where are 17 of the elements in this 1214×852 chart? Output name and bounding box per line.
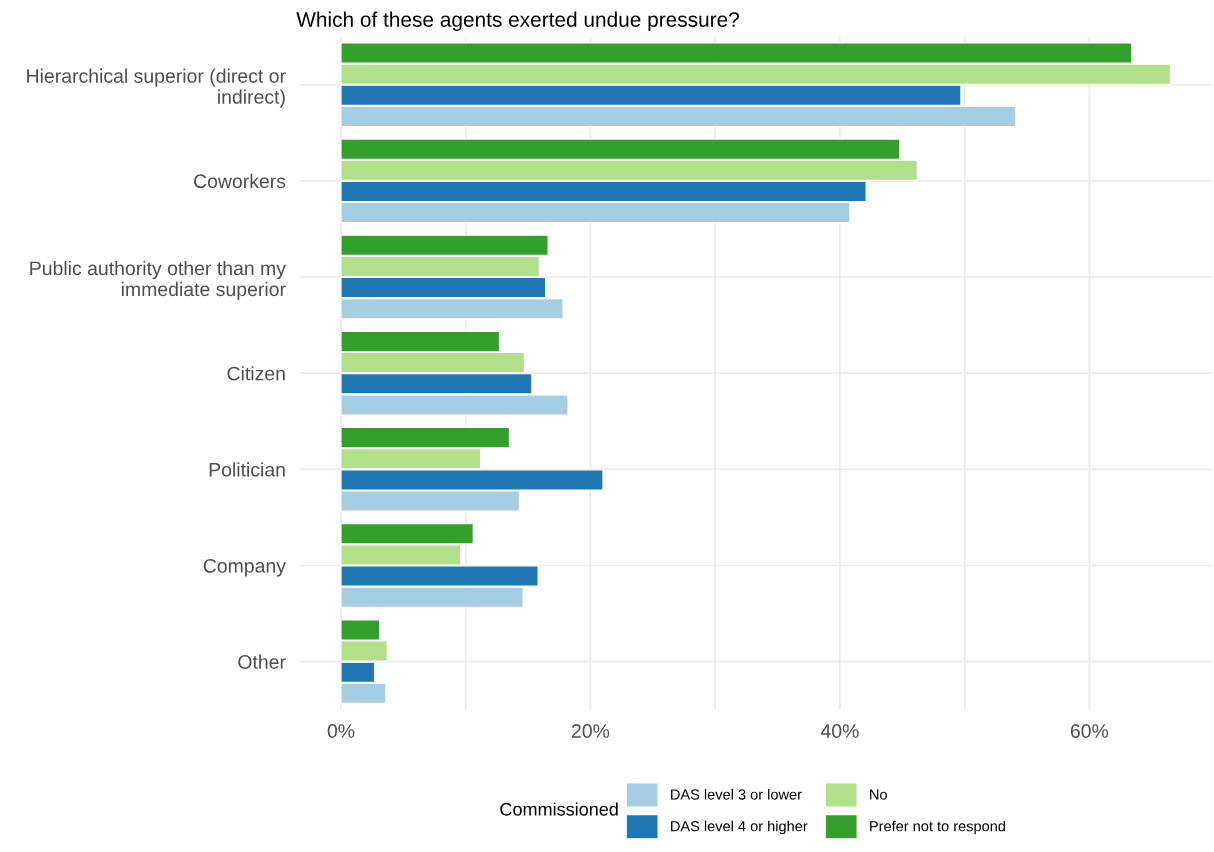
legend-label: DAS level 4 or higher xyxy=(671,820,808,835)
y-tick-label: Citizen xyxy=(227,366,285,381)
legend-label: Prefer not to respond xyxy=(870,820,1005,835)
x-tick-label: 40% xyxy=(820,724,859,738)
y-tick-label: Public authority other than my immediate superior xyxy=(30,260,286,300)
legend-label: DAS level 3 or lower xyxy=(671,788,802,800)
x-tick-label: 20% xyxy=(571,724,610,738)
y-tick-label: Politician xyxy=(209,462,285,477)
x-tick-label: 60% xyxy=(1070,724,1109,738)
legend-title: Commissioned xyxy=(500,802,618,816)
y-tick-label: Hierarchical superior (direct or indirect) xyxy=(27,68,286,108)
x-tick-label: 0% xyxy=(327,724,355,738)
chart-title: Which of these agents exerted undue pressure? xyxy=(296,11,740,32)
legend-label: No xyxy=(870,789,887,800)
y-tick-label: Coworkers xyxy=(194,173,286,189)
y-tick-label: Other xyxy=(238,654,286,669)
y-tick-label: Company xyxy=(203,558,286,577)
